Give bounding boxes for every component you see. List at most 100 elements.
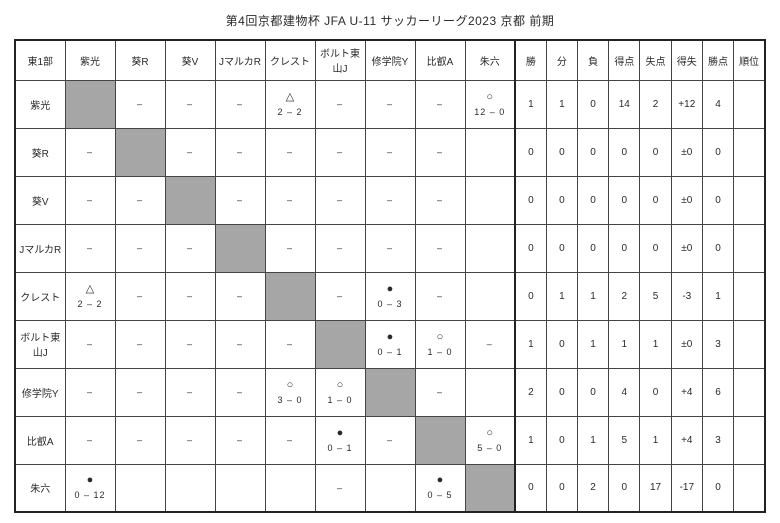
cell-stat-l: 2 <box>577 464 608 512</box>
result-score: – <box>337 291 343 301</box>
cell-result: – <box>365 80 415 128</box>
cell-stat-ga: 0 <box>640 224 671 272</box>
cell-stat-pts: 0 <box>702 176 733 224</box>
cell-stat-d: 1 <box>546 272 577 320</box>
result-score: – <box>187 339 193 349</box>
cell-result: – <box>115 176 165 224</box>
result-score: – <box>87 147 93 157</box>
cell-result: – <box>215 320 265 368</box>
result-score: 1 – 0 <box>327 395 352 405</box>
cell-stat-ga: 5 <box>640 272 671 320</box>
result-score: – <box>437 147 443 157</box>
cell-stat-w: 0 <box>515 224 546 272</box>
cell-stat-pts: 0 <box>702 464 733 512</box>
cell-result: – <box>65 128 115 176</box>
cell-result: – <box>415 272 465 320</box>
cell-result: – <box>165 416 215 464</box>
cell-stat-w: 1 <box>515 416 546 464</box>
cell-stat-rank <box>734 224 765 272</box>
cell-result: ●0 – 12 <box>65 464 115 512</box>
result-mark: ○ <box>486 92 493 103</box>
cell-stat-rank <box>734 464 765 512</box>
col-header-team: クレスト <box>265 40 315 80</box>
table-row: ボルト東山J–––––●0 – 1○1 – 0–10111±03 <box>15 320 765 368</box>
result-score: – <box>287 435 293 445</box>
col-header-stat: 得失 <box>671 40 702 80</box>
cell-stat-l: 0 <box>577 224 608 272</box>
col-header-team: ボルト東山J <box>315 40 365 80</box>
result-mark: △ <box>286 92 294 103</box>
cell-stat-gd: -17 <box>671 464 702 512</box>
cell-stat-d: 0 <box>546 128 577 176</box>
result-score: – <box>87 195 93 205</box>
cell-result: – <box>115 80 165 128</box>
cell-stat-rank <box>734 272 765 320</box>
cell-result: – <box>165 320 215 368</box>
cell-stat-gd: ±0 <box>671 320 702 368</box>
result-score: 0 – 1 <box>377 347 402 357</box>
result-score: – <box>187 99 193 109</box>
cell-stat-gd: ±0 <box>671 128 702 176</box>
cell-result: – <box>315 80 365 128</box>
result-mark: ○ <box>337 380 344 391</box>
row-header-team: JマルカR <box>15 224 65 272</box>
result-score: – <box>87 435 93 445</box>
result-score: – <box>337 147 343 157</box>
cell-result: ○1 – 0 <box>415 320 465 368</box>
table-row: JマルカR–––––––00000±00 <box>15 224 765 272</box>
cell-result: – <box>215 128 265 176</box>
result-score: – <box>287 195 293 205</box>
cell-result: – <box>415 80 465 128</box>
cell-stat-ga: 0 <box>640 128 671 176</box>
result-score: – <box>237 147 243 157</box>
col-header-stat: 勝 <box>515 40 546 80</box>
cell-stat-ga: 17 <box>640 464 671 512</box>
result-score: – <box>137 435 143 445</box>
col-header-stat: 負 <box>577 40 608 80</box>
result-score: – <box>237 435 243 445</box>
league-table: 東1部紫光葵R葵VJマルカRクレストボルト東山J修学院Y比叡A朱六勝分負得点失点… <box>14 39 766 513</box>
cell-stat-l: 1 <box>577 272 608 320</box>
col-header-stat: 得点 <box>609 40 640 80</box>
group-header: 東1部 <box>15 40 65 80</box>
result-score: – <box>437 243 443 253</box>
cell-result: – <box>65 224 115 272</box>
cell-result: – <box>215 80 265 128</box>
cell-result: – <box>115 272 165 320</box>
row-header-team: ボルト東山J <box>15 320 65 368</box>
cell-stat-gf: 0 <box>609 176 640 224</box>
cell-stat-d: 0 <box>546 416 577 464</box>
cell-result: △2 – 2 <box>265 80 315 128</box>
cell-result: – <box>115 224 165 272</box>
cell-diagonal <box>65 80 115 128</box>
cell-stat-d: 0 <box>546 464 577 512</box>
cell-stat-ga: 0 <box>640 176 671 224</box>
cell-result: △2 – 2 <box>65 272 115 320</box>
cell-result: – <box>415 368 465 416</box>
result-score: – <box>287 147 293 157</box>
cell-stat-w: 0 <box>515 176 546 224</box>
cell-stat-w: 2 <box>515 368 546 416</box>
result-score: – <box>487 339 493 349</box>
cell-result: – <box>215 368 265 416</box>
cell-result: – <box>315 176 365 224</box>
result-score: – <box>437 99 443 109</box>
cell-stat-rank <box>734 128 765 176</box>
result-score: – <box>237 195 243 205</box>
result-mark: ● <box>387 284 394 295</box>
result-score: – <box>187 147 193 157</box>
cell-result <box>215 464 265 512</box>
cell-result: ●0 – 1 <box>365 320 415 368</box>
cell-stat-gf: 0 <box>609 128 640 176</box>
result-score: – <box>387 195 393 205</box>
cell-result: – <box>215 272 265 320</box>
cell-result: – <box>115 368 165 416</box>
cell-stat-gf: 0 <box>609 464 640 512</box>
cell-result: – <box>115 320 165 368</box>
cell-stat-gd: +4 <box>671 416 702 464</box>
cell-result: – <box>365 176 415 224</box>
row-header-team: 葵R <box>15 128 65 176</box>
result-score: – <box>137 339 143 349</box>
cell-stat-gf: 4 <box>609 368 640 416</box>
cell-result <box>465 128 515 176</box>
